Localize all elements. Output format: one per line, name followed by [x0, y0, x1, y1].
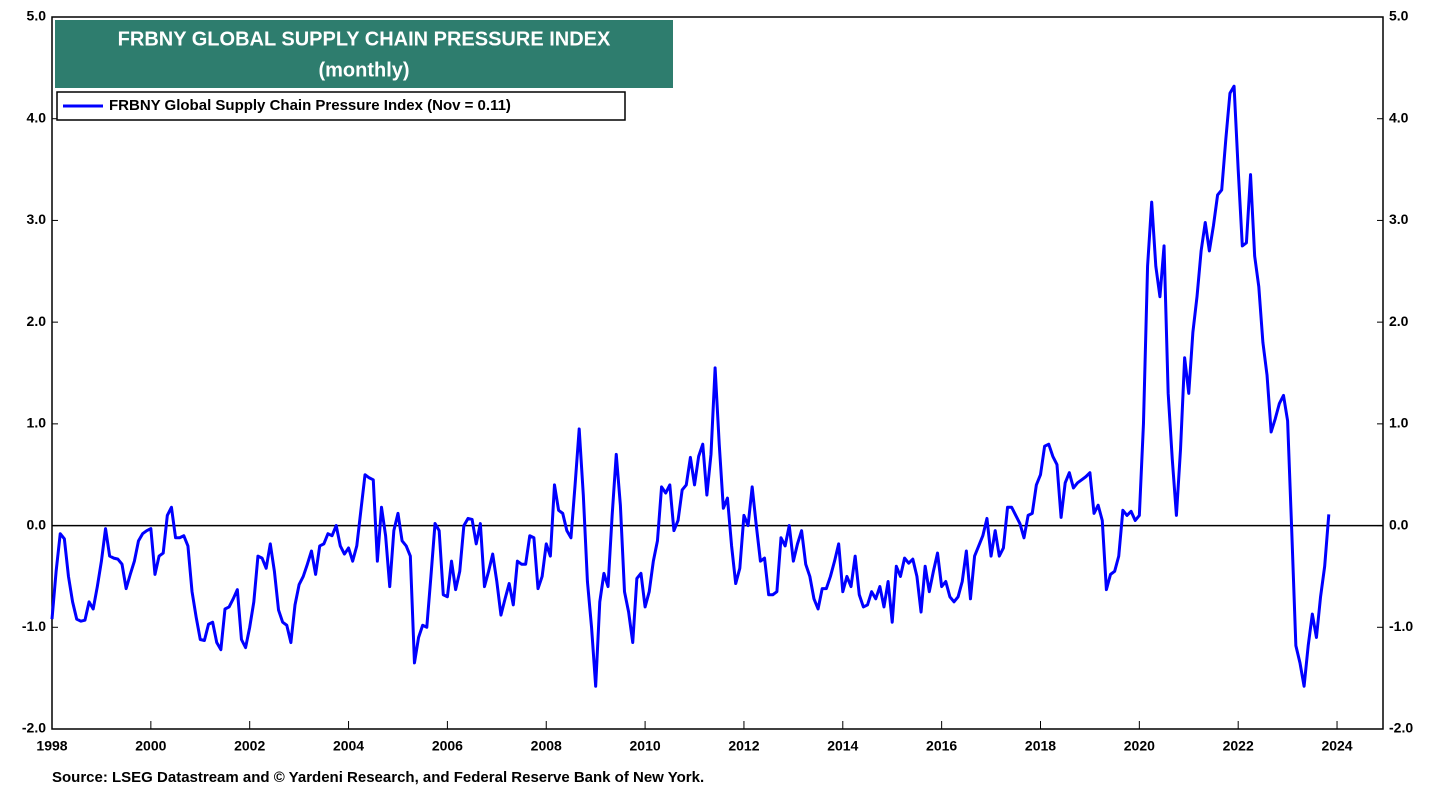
- x-tick-label: 2004: [333, 738, 364, 754]
- x-tick-label: 1998: [36, 738, 67, 754]
- x-tick-label: 2014: [827, 738, 858, 754]
- x-tick-label: 2016: [926, 738, 957, 754]
- y2-tick-label: 2.0: [1389, 313, 1409, 329]
- chart-title: FRBNY GLOBAL SUPPLY CHAIN PRESSURE INDEX: [118, 28, 611, 50]
- x-tick-label: 2020: [1124, 738, 1155, 754]
- y2-tick-label: 4.0: [1389, 109, 1409, 125]
- y-tick-label: 2.0: [27, 313, 47, 329]
- y-tick-label: -1.0: [22, 618, 46, 634]
- title-box: [55, 20, 673, 88]
- chart-subtitle: (monthly): [318, 59, 409, 81]
- y2-tick-label: -2.0: [1389, 720, 1413, 736]
- y-tick-label: 3.0: [27, 211, 47, 227]
- x-tick-label: 2008: [531, 738, 562, 754]
- y-tick-label: 4.0: [27, 109, 47, 125]
- series-line: [50, 84, 1331, 688]
- x-tick-label: 2024: [1321, 738, 1352, 754]
- y2-tick-label: 1.0: [1389, 415, 1409, 431]
- plot-frame: [51, 16, 1384, 730]
- x-tick-label: 2012: [728, 738, 759, 754]
- x-tick-label: 2002: [234, 738, 265, 754]
- y-tick-label: -2.0: [22, 720, 46, 736]
- x-tick-label: 2000: [135, 738, 166, 754]
- x-tick-label: 2018: [1025, 738, 1056, 754]
- y2-tick-label: 0.0: [1389, 516, 1409, 532]
- y2-tick-label: 5.0: [1389, 8, 1409, 24]
- legend-label: FRBNY Global Supply Chain Pressure Index…: [109, 97, 511, 114]
- y2-tick-label: -1.0: [1389, 618, 1413, 634]
- y-tick-label: 0.0: [27, 516, 47, 532]
- legend-box: [56, 91, 626, 121]
- source-note: Source: LSEG Datastream and © Yardeni Re…: [52, 769, 704, 786]
- x-tick-label: 2022: [1223, 738, 1254, 754]
- y2-tick-label: 3.0: [1389, 211, 1409, 227]
- y-tick-label: 1.0: [27, 415, 47, 431]
- x-tick-label: 2006: [432, 738, 463, 754]
- x-tick-label: 2010: [630, 738, 661, 754]
- y-tick-label: 5.0: [27, 8, 47, 24]
